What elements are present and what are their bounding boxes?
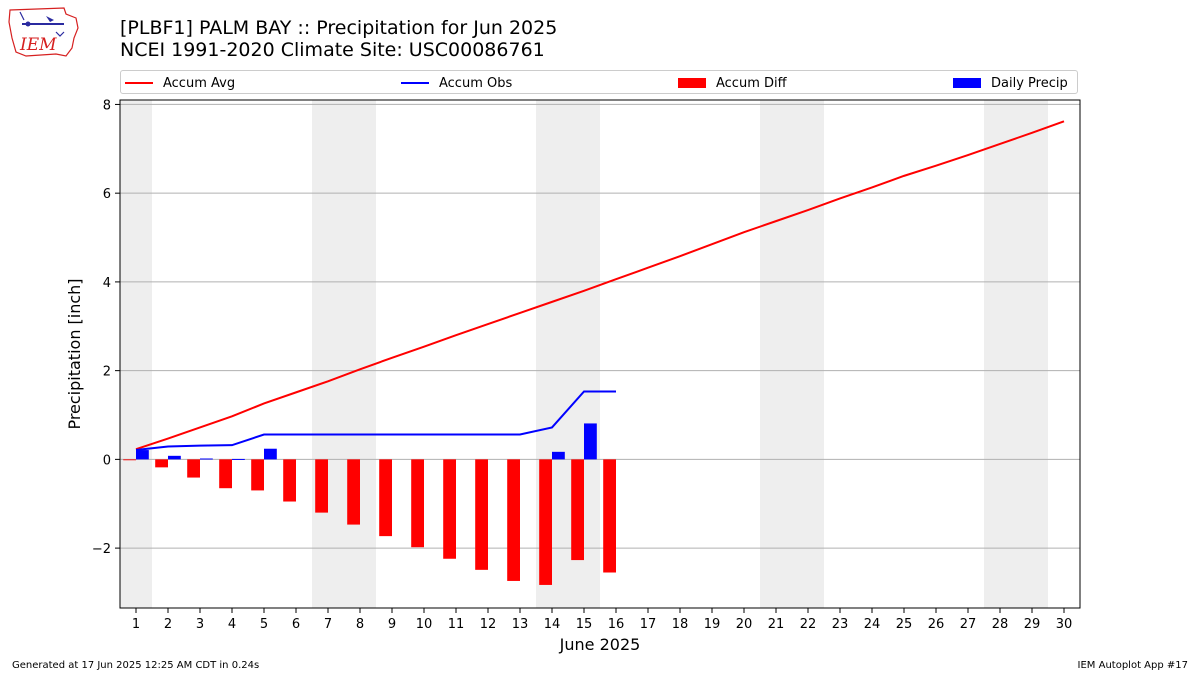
y-axis-label: Precipitation [inch] bbox=[65, 278, 84, 429]
x-tick-label: 13 bbox=[512, 617, 529, 632]
daily-precip-bar bbox=[136, 450, 149, 460]
x-tick-label: 1 bbox=[132, 617, 140, 632]
weekend-shade bbox=[312, 100, 344, 608]
weekend-shade bbox=[760, 100, 792, 608]
y-tick-label: 4 bbox=[103, 276, 111, 291]
x-tick-label: 22 bbox=[800, 617, 817, 632]
y-tick-label: 8 bbox=[103, 98, 111, 113]
legend-item-accum-obs: Accum Obs bbox=[401, 74, 512, 92]
weekend-shade bbox=[120, 100, 152, 608]
daily-precip-bar bbox=[264, 448, 277, 460]
accum-diff-bar bbox=[251, 459, 264, 491]
accum-diff-bar bbox=[411, 459, 424, 548]
legend-item-daily-precip: Daily Precip bbox=[953, 74, 1068, 92]
x-tick-label: 28 bbox=[992, 617, 1009, 632]
x-tick-label: 17 bbox=[640, 617, 657, 632]
x-tick-label: 14 bbox=[544, 617, 561, 632]
legend-label-accum-avg: Accum Avg bbox=[163, 75, 236, 91]
y-tick-label: −2 bbox=[92, 542, 111, 557]
generated-timestamp: Generated at 17 Jun 2025 12:25 AM CDT in… bbox=[12, 660, 260, 671]
x-tick-label: 8 bbox=[356, 617, 364, 632]
accum-diff-bar bbox=[507, 459, 520, 581]
x-tick-label: 3 bbox=[196, 617, 204, 632]
accum-diff-bar bbox=[539, 459, 552, 585]
accum-diff-bar bbox=[283, 459, 296, 502]
y-tick-label: 2 bbox=[103, 365, 111, 380]
accum-diff-bar bbox=[155, 459, 168, 468]
accum-avg-line bbox=[135, 120, 1065, 451]
legend: Accum Avg Accum Obs Accum Diff Daily Pre… bbox=[120, 70, 1078, 94]
legend-swatch-accum-obs bbox=[401, 82, 429, 84]
x-tick-label: 24 bbox=[864, 617, 881, 632]
x-axis-label: June 2025 bbox=[559, 635, 641, 654]
legend-swatch-daily-precip bbox=[953, 78, 981, 88]
x-tick-label: 11 bbox=[448, 617, 465, 632]
x-tick-label: 15 bbox=[576, 617, 593, 632]
chart-title: [PLBF1] PALM BAY :: Precipitation for Ju… bbox=[120, 17, 558, 39]
weekend-shade bbox=[984, 100, 1016, 608]
y-tick-label: 0 bbox=[103, 453, 111, 468]
accum-diff-bar bbox=[219, 459, 232, 489]
x-tick-label: 23 bbox=[832, 617, 849, 632]
x-tick-label: 10 bbox=[416, 617, 433, 632]
accum-diff-bar bbox=[123, 459, 136, 461]
x-tick-label: 12 bbox=[480, 617, 497, 632]
x-tick-label: 30 bbox=[1056, 617, 1073, 632]
iem-logo: IEM bbox=[8, 7, 79, 57]
accum-diff-bar bbox=[187, 459, 200, 478]
x-tick-label: 2 bbox=[164, 617, 172, 632]
legend-item-accum-avg: Accum Avg bbox=[125, 74, 235, 92]
x-tick-label: 9 bbox=[388, 617, 396, 632]
logo-text: IEM bbox=[19, 35, 57, 55]
accum-diff-bar bbox=[379, 459, 392, 537]
weekend-shade bbox=[1016, 100, 1048, 608]
x-tick-label: 25 bbox=[896, 617, 913, 632]
accum-obs-line bbox=[135, 390, 616, 452]
accum-diff-bar bbox=[603, 459, 616, 573]
accum-diff-bar bbox=[315, 459, 328, 513]
legend-item-accum-diff: Accum Diff bbox=[678, 74, 787, 92]
x-tick-label: 4 bbox=[228, 617, 236, 632]
legend-swatch-accum-avg bbox=[125, 82, 153, 84]
daily-precip-bar bbox=[552, 451, 565, 460]
daily-precip-bar bbox=[200, 458, 213, 460]
accum-diff-bar bbox=[571, 459, 584, 561]
x-tick-label: 16 bbox=[608, 617, 625, 632]
x-tick-label: 29 bbox=[1024, 617, 1041, 632]
x-tick-label: 21 bbox=[768, 617, 785, 632]
accum-diff-bar bbox=[443, 459, 456, 559]
x-tick-label: 5 bbox=[260, 617, 268, 632]
plot-frame bbox=[119, 99, 1081, 609]
x-tick-label: 7 bbox=[324, 617, 332, 632]
legend-label-accum-obs: Accum Obs bbox=[439, 75, 513, 91]
weekend-shade bbox=[344, 100, 376, 608]
x-tick-label: 6 bbox=[292, 617, 300, 632]
x-tick-label: 27 bbox=[960, 617, 977, 632]
accum-diff-bar bbox=[347, 459, 360, 525]
chart-subtitle: NCEI 1991-2020 Climate Site: USC00086761 bbox=[120, 39, 545, 61]
x-tick-label: 20 bbox=[736, 617, 753, 632]
legend-label-daily-precip: Daily Precip bbox=[991, 75, 1068, 91]
legend-label-accum-diff: Accum Diff bbox=[716, 75, 787, 91]
accum-diff-bar bbox=[475, 459, 488, 570]
x-tick-label: 18 bbox=[672, 617, 689, 632]
daily-precip-bar bbox=[168, 455, 181, 460]
legend-swatch-accum-diff bbox=[678, 78, 706, 88]
daily-precip-bar bbox=[584, 423, 597, 460]
x-tick-label: 19 bbox=[704, 617, 721, 632]
daily-precip-bar bbox=[232, 458, 245, 460]
weekend-shade bbox=[792, 100, 824, 608]
y-tick-label: 6 bbox=[103, 187, 111, 202]
x-tick-label: 26 bbox=[928, 617, 945, 632]
app-credit: IEM Autoplot App #17 bbox=[1077, 660, 1188, 671]
